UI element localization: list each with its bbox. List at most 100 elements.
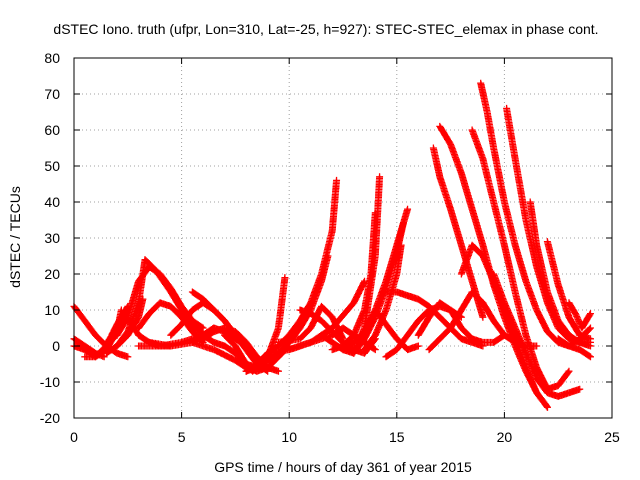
data-point-marks [533, 306, 551, 334]
data-point-marks [511, 335, 529, 370]
data-point-marks [167, 302, 184, 320]
data-point-marks [318, 302, 335, 320]
data-point-marks [500, 299, 519, 331]
y-tick-label: 50 [44, 158, 60, 174]
y-tick-label: 40 [44, 194, 60, 210]
data-point-marks [457, 243, 476, 278]
data-point-marks [231, 356, 249, 371]
data-point-marks [318, 317, 335, 334]
y-tick-label: 70 [44, 86, 60, 102]
data-point-marks [124, 300, 142, 336]
data-point [586, 310, 594, 318]
data-point-marks [339, 339, 357, 354]
data-point-marks [500, 241, 519, 294]
data-point-marks [554, 281, 572, 320]
data-point [565, 367, 573, 375]
series-track [543, 238, 594, 343]
data-point-marks [436, 173, 454, 212]
data-point-marks [578, 311, 594, 332]
series-track [285, 277, 369, 354]
data-point-marks [188, 338, 216, 353]
y-tick-label: -10 [40, 374, 60, 390]
data-point-marks [231, 328, 249, 345]
data-point-marks [457, 289, 475, 314]
data-point-marks [511, 241, 529, 284]
data-point-marks [113, 329, 131, 350]
data-point-marks [477, 79, 491, 114]
data-point-marks [81, 342, 98, 356]
data-point-marks [318, 331, 335, 346]
data-point-marks [307, 310, 324, 324]
data-point-marks [221, 342, 238, 356]
data-point-marks [522, 349, 540, 381]
data-point [479, 313, 487, 321]
data-point-marks [479, 299, 497, 323]
series-track [477, 79, 594, 361]
data-point-marks [522, 331, 540, 370]
data-point-marks [457, 324, 475, 342]
data-point-marks [199, 295, 217, 313]
y-tick-label: 60 [44, 122, 60, 138]
data-point-marks [436, 122, 454, 147]
data-point-marks [503, 104, 519, 161]
data-point-marks [253, 357, 270, 372]
data-point-marks [554, 317, 572, 338]
data-point-marks [221, 331, 238, 349]
data-point-marks [382, 320, 400, 342]
data-point-marks [264, 354, 281, 372]
x-axis-label: GPS time / hours of day 361 of year 2015 [214, 459, 472, 475]
data-point-marks [350, 279, 368, 307]
series-track [526, 198, 594, 350]
data-point [371, 209, 379, 217]
data-point-marks [511, 155, 530, 222]
data-point-marks [231, 349, 249, 367]
y-tick-label: 10 [44, 302, 60, 318]
data-point [586, 335, 594, 343]
data-point-marks [178, 307, 195, 328]
data-point [376, 173, 384, 181]
data-point-marks [242, 338, 260, 360]
data-point [404, 205, 412, 213]
data-point-marks [145, 300, 163, 318]
data-point-marks [296, 325, 314, 343]
data-point-marks [468, 205, 486, 248]
data-point [533, 342, 541, 350]
data-point-marks [457, 169, 476, 212]
data-point-marks [361, 315, 379, 343]
data-point-marks [361, 332, 378, 354]
series-track [429, 144, 487, 321]
data-point [399, 220, 407, 228]
data-point-marks [102, 332, 120, 346]
data-point [281, 274, 289, 282]
data-point-marks [468, 126, 486, 161]
series-track [490, 270, 584, 400]
data-point-marks [500, 198, 519, 248]
data-point-marks [210, 306, 228, 324]
data-point [199, 324, 207, 332]
data-point [586, 342, 594, 350]
data-point-marks [436, 325, 453, 343]
data-point-marks [318, 254, 332, 285]
data-point-marks [533, 389, 550, 410]
y-tick-label: -20 [40, 410, 60, 426]
data-point-marks [393, 332, 411, 354]
data-point-marks [328, 328, 346, 345]
data-point-marks [382, 250, 400, 292]
data-point-marks [350, 307, 368, 339]
data-point-marks [479, 155, 497, 204]
data-point-marks [468, 277, 486, 320]
x-tick-label: 10 [281, 429, 297, 445]
data-point [124, 353, 132, 361]
data-point-marks [447, 205, 465, 248]
data-point-marks [113, 315, 131, 339]
x-tick-label: 5 [178, 429, 186, 445]
data-point [576, 385, 584, 393]
y-axis-label: dSTEC / TECUs [7, 186, 23, 288]
data-point-marks [483, 108, 497, 150]
data-point-marks [533, 241, 551, 294]
data-point-marks [414, 295, 432, 310]
data-point-marks [135, 331, 152, 346]
data-point-marks [522, 364, 540, 395]
data-point-marks [414, 315, 432, 339]
